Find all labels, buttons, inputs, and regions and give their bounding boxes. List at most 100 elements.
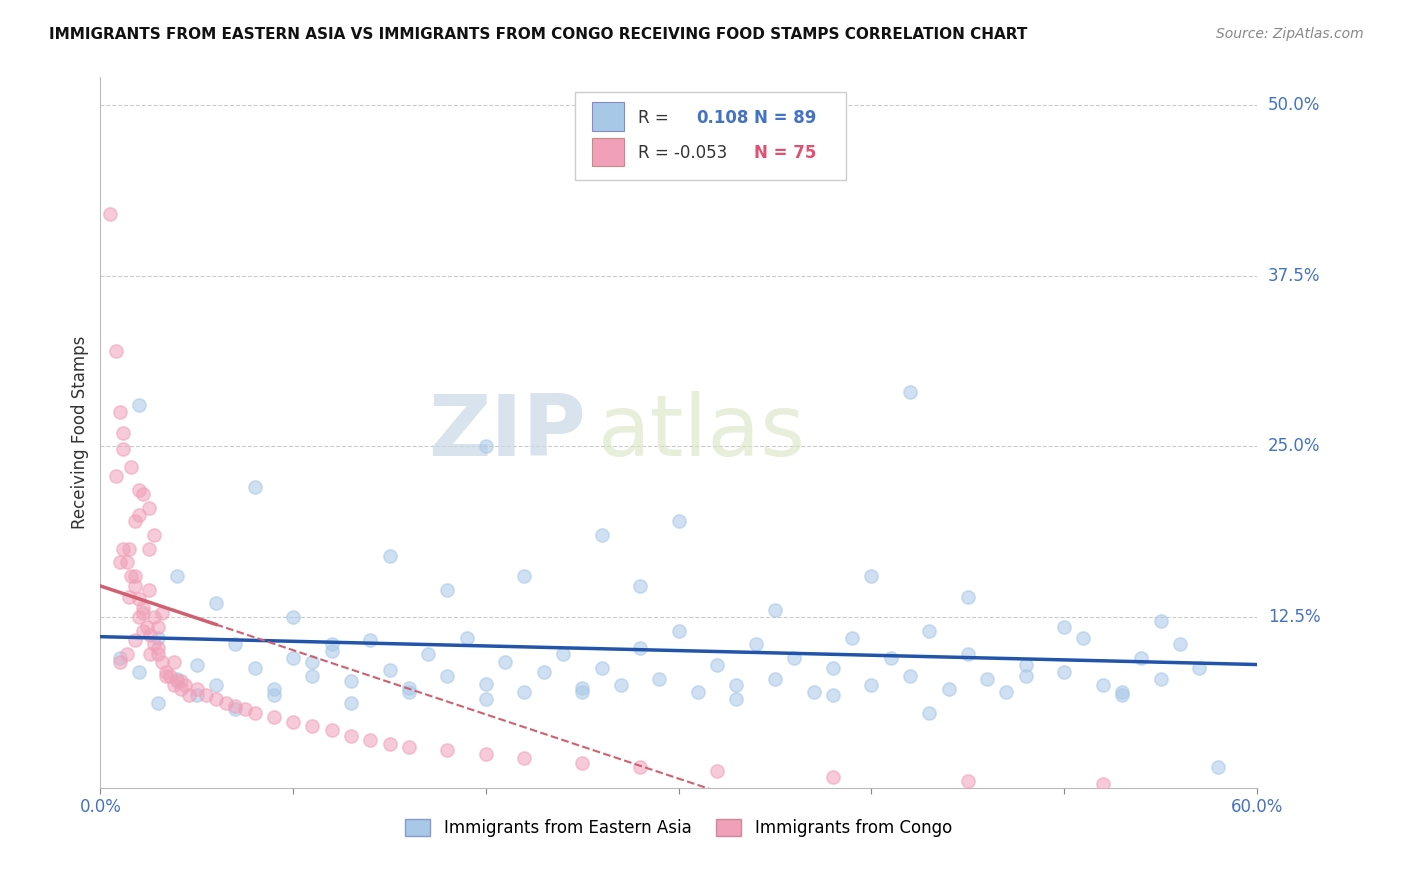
Point — [956, 647, 979, 661]
Point — [186, 688, 208, 702]
Point — [668, 515, 690, 529]
Point — [475, 692, 498, 706]
Point — [860, 678, 883, 692]
Text: IMMIGRANTS FROM EASTERN ASIA VS IMMIGRANTS FROM CONGO RECEIVING FOOD STAMPS CORR: IMMIGRANTS FROM EASTERN ASIA VS IMMIGRAN… — [49, 27, 1028, 42]
Point — [513, 569, 536, 583]
Point — [162, 678, 184, 692]
Point — [108, 651, 131, 665]
Point — [475, 677, 498, 691]
Point — [976, 672, 998, 686]
Point — [281, 715, 304, 730]
Point — [108, 556, 131, 570]
Point — [1014, 657, 1036, 672]
Point — [378, 737, 401, 751]
Point — [571, 681, 593, 695]
Text: ZIP: ZIP — [429, 391, 586, 475]
Point — [112, 541, 135, 556]
Point — [648, 672, 671, 686]
Point — [162, 655, 184, 669]
Point — [628, 579, 651, 593]
Point — [243, 480, 266, 494]
Point — [132, 487, 155, 501]
Point — [1091, 678, 1114, 692]
Point — [918, 624, 941, 638]
Point — [301, 655, 323, 669]
Point — [148, 620, 170, 634]
FancyBboxPatch shape — [592, 103, 624, 131]
Point — [112, 442, 135, 456]
Point — [159, 669, 181, 683]
Point — [628, 641, 651, 656]
Point — [436, 669, 458, 683]
Point — [166, 672, 188, 686]
Point — [398, 685, 420, 699]
Point — [177, 688, 200, 702]
Point — [148, 641, 170, 656]
Text: R =: R = — [638, 109, 669, 127]
Point — [1149, 614, 1171, 628]
Point — [214, 696, 236, 710]
Point — [143, 610, 166, 624]
Point — [205, 596, 228, 610]
Point — [1111, 688, 1133, 702]
Point — [104, 469, 127, 483]
Point — [224, 637, 246, 651]
Point — [98, 207, 121, 221]
Point — [340, 729, 363, 743]
Point — [956, 590, 979, 604]
Point — [174, 678, 197, 692]
Text: 50.0%: 50.0% — [1268, 95, 1320, 114]
Point — [725, 692, 748, 706]
Point — [148, 647, 170, 661]
Point — [128, 398, 150, 412]
Text: 37.5%: 37.5% — [1268, 267, 1320, 285]
Point — [224, 701, 246, 715]
Text: 25.0%: 25.0% — [1268, 437, 1320, 455]
Point — [117, 647, 139, 661]
Point — [124, 579, 146, 593]
Point — [898, 669, 921, 683]
Point — [155, 669, 177, 683]
Point — [340, 696, 363, 710]
Point — [138, 500, 160, 515]
Point — [124, 569, 146, 583]
Point — [143, 637, 166, 651]
Text: 12.5%: 12.5% — [1268, 608, 1320, 626]
Point — [1053, 665, 1076, 679]
Point — [104, 343, 127, 358]
Point — [591, 660, 613, 674]
Point — [186, 657, 208, 672]
Point — [551, 647, 574, 661]
Point — [591, 528, 613, 542]
Point — [821, 688, 844, 702]
Point — [628, 760, 651, 774]
Text: 0.108: 0.108 — [696, 109, 748, 127]
Point — [610, 678, 633, 692]
Point — [938, 682, 960, 697]
Point — [120, 459, 142, 474]
Point — [995, 685, 1018, 699]
Y-axis label: Receiving Food Stamps: Receiving Food Stamps — [72, 336, 89, 529]
Point — [763, 603, 786, 617]
Point — [668, 624, 690, 638]
Point — [128, 483, 150, 497]
Point — [1208, 760, 1230, 774]
Point — [1149, 672, 1171, 686]
Point — [128, 592, 150, 607]
Point — [281, 610, 304, 624]
Text: N = 75: N = 75 — [754, 145, 817, 162]
Point — [706, 657, 728, 672]
Point — [118, 590, 141, 604]
Point — [475, 439, 498, 453]
Point — [301, 719, 323, 733]
Point — [108, 405, 131, 419]
Point — [436, 742, 458, 756]
Point — [150, 655, 173, 669]
Point — [783, 651, 806, 665]
Point — [148, 696, 170, 710]
Point — [378, 664, 401, 678]
Point — [233, 701, 256, 715]
Point — [205, 692, 228, 706]
Text: Source: ZipAtlas.com: Source: ZipAtlas.com — [1216, 27, 1364, 41]
Point — [263, 682, 285, 697]
